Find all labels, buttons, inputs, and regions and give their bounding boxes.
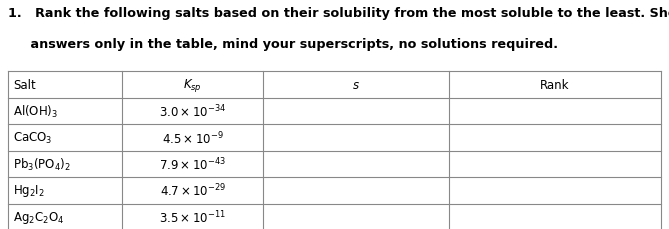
Text: $\mathregular{4.7 \times  10^{-29}}$: $\mathregular{4.7 \times 10^{-29}}$ xyxy=(159,182,225,199)
Text: answers only in the table, mind your superscripts, no solutions required.: answers only in the table, mind your sup… xyxy=(8,38,558,51)
Text: 1.   Rank the following salts based on their solubility from the most soluble to: 1. Rank the following salts based on the… xyxy=(8,7,669,20)
Text: $\mathregular{7.9 \times  10^{-43}}$: $\mathregular{7.9 \times 10^{-43}}$ xyxy=(159,156,226,173)
Text: Salt: Salt xyxy=(13,79,36,92)
Text: $\mathregular{Al(OH)_{3}}$: $\mathregular{Al(OH)_{3}}$ xyxy=(13,104,59,120)
Text: $\mathregular{CaCO_{3}}$: $\mathregular{CaCO_{3}}$ xyxy=(13,131,53,145)
Text: $\mathregular{4.5 \times  10^{-9}}$: $\mathregular{4.5 \times 10^{-9}}$ xyxy=(162,130,223,146)
Text: $\mathit{s}$: $\mathit{s}$ xyxy=(352,79,360,92)
Text: $\mathit{K}_{sp}$: $\mathit{K}_{sp}$ xyxy=(183,77,202,94)
Text: $\mathregular{3.0 \times  10^{-34}}$: $\mathregular{3.0 \times 10^{-34}}$ xyxy=(159,103,226,120)
Text: $\mathregular{3.5 \times  10^{-11}}$: $\mathregular{3.5 \times 10^{-11}}$ xyxy=(159,209,226,225)
Text: $\mathregular{Hg_{2}I_{2}}$: $\mathregular{Hg_{2}I_{2}}$ xyxy=(13,183,45,199)
Text: Rank: Rank xyxy=(540,79,569,92)
Text: $\mathregular{Pb_{3}(PO_{4})_{2}}$: $\mathregular{Pb_{3}(PO_{4})_{2}}$ xyxy=(13,156,72,172)
Text: $\mathregular{Ag_{2}C_{2}O_{4}}$: $\mathregular{Ag_{2}C_{2}O_{4}}$ xyxy=(13,209,65,225)
